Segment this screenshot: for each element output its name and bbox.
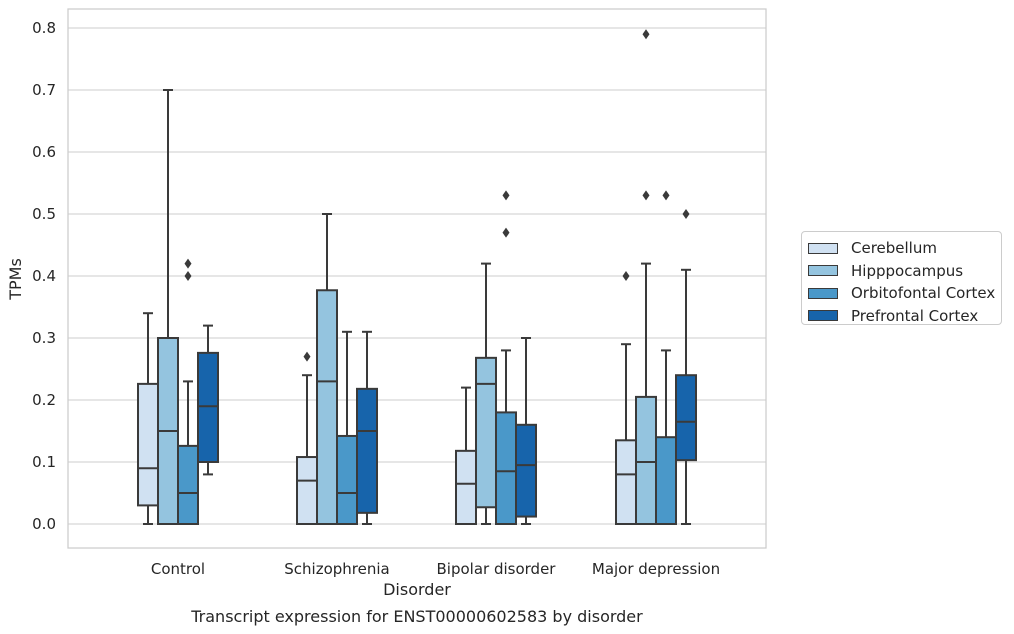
y-tick-label: 0.7 (32, 81, 56, 99)
y-tick-label: 0.2 (32, 391, 56, 409)
box-cerebellum (137, 312, 159, 525)
y-tick-label: 0.6 (32, 143, 56, 161)
box-iqr (197, 351, 219, 464)
box-iqr (455, 449, 477, 525)
legend-swatch (808, 242, 838, 254)
y-tick-labels: 0.0 0.1 0.2 0.3 0.4 0.5 0.6 0.7 0.8 (32, 19, 56, 533)
legend-item: Orbitofontal Cortex (808, 282, 1001, 305)
x-tick-label: Major depression (592, 560, 720, 578)
box-iqr (296, 456, 318, 526)
legend-label: Hipppocampus (851, 261, 964, 280)
box-orbitofontal-cortex (495, 190, 517, 525)
outlier-point (642, 190, 650, 201)
outlier-point (622, 271, 630, 281)
outlier-point (502, 227, 510, 238)
box-hipppocampus (157, 89, 179, 525)
x-axis-label: Disorder (383, 580, 451, 599)
y-tick-label: 0.5 (32, 205, 56, 223)
box-hipppocampus (316, 213, 338, 526)
box-cerebellum (615, 271, 637, 525)
legend-swatch (808, 287, 838, 299)
box-iqr (356, 387, 378, 514)
box-iqr (675, 374, 697, 462)
x-tick-label: Schizophrenia (284, 560, 389, 578)
legend-swatch (808, 265, 838, 277)
outlier-point (662, 190, 670, 201)
y-tick-label: 0.4 (32, 267, 56, 285)
box-iqr (316, 289, 338, 526)
outlier-point (184, 271, 192, 281)
legend: Cerebellum Hipppocampus Orbitofontal Corte… (801, 231, 1002, 325)
box-iqr (635, 395, 657, 525)
legend-item: Hipppocampus (808, 260, 1001, 283)
box-iqr (515, 423, 537, 518)
outlier-point (184, 258, 192, 269)
x-tick-label: Bipolar disorder (437, 560, 557, 578)
outlier-point (303, 351, 311, 362)
box-cerebellum (296, 351, 318, 526)
y-axis-label: TPMs (6, 258, 25, 301)
legend-label: Orbitofontal Cortex (851, 284, 996, 303)
box-orbitofontal-cortex (177, 258, 199, 526)
chart-title: Transcript expression for ENST0000060258… (190, 607, 643, 626)
box-prefrontal-cortex (197, 324, 219, 476)
y-tick-label: 0.0 (32, 515, 56, 533)
x-tick-labels: Control Schizophrenia Bipolar disorder Majo… (151, 560, 720, 578)
box-iqr (615, 439, 637, 525)
y-tick-label: 0.1 (32, 453, 56, 471)
y-tick-label: 0.3 (32, 329, 56, 347)
legend-item: Prefrontal Cortex (808, 305, 1001, 328)
legend-swatch (808, 310, 838, 322)
y-tick-label: 0.8 (32, 19, 56, 37)
box-prefrontal-cortex (356, 330, 378, 525)
plot-area-frame (67, 8, 767, 549)
legend-label: Prefrontal Cortex (851, 306, 979, 325)
outlier-point (682, 209, 690, 219)
x-tick-label: Control (151, 560, 205, 578)
legend-label: Cerebellum (851, 239, 937, 258)
box-prefrontal-cortex (675, 209, 697, 525)
box-iqr (177, 444, 199, 526)
box-orbitofontal-cortex (336, 330, 358, 525)
box-iqr (137, 382, 159, 507)
box-iqr (495, 411, 517, 525)
box-iqr (475, 356, 497, 509)
legend-item: Cerebellum (808, 237, 1001, 260)
box-cerebellum (455, 386, 477, 525)
outlier-point (502, 190, 510, 201)
box-orbitofontal-cortex (655, 190, 677, 526)
box-prefrontal-cortex (515, 337, 537, 525)
outlier-point (642, 29, 650, 40)
box-hipppocampus (475, 262, 497, 525)
boxes-layer (137, 29, 697, 526)
box-hipppocampus (635, 29, 657, 525)
box-iqr (655, 436, 677, 526)
box-iqr (336, 434, 358, 525)
